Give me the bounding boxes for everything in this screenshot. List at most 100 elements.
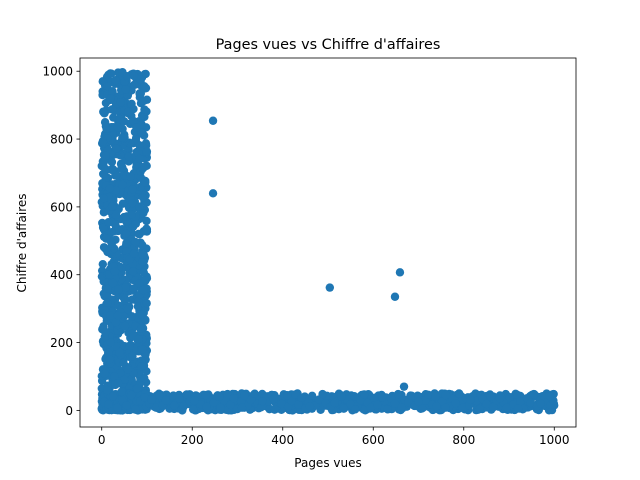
data-point bbox=[120, 294, 130, 304]
data-point bbox=[360, 390, 369, 399]
data-point bbox=[108, 87, 117, 96]
data-point bbox=[226, 400, 235, 410]
data-point bbox=[178, 402, 188, 411]
data-point bbox=[117, 387, 126, 396]
data-point bbox=[103, 348, 113, 358]
plot-frame bbox=[79, 57, 577, 428]
data-point bbox=[137, 310, 147, 319]
data-point bbox=[393, 389, 403, 399]
data-point bbox=[161, 396, 171, 405]
data-point bbox=[339, 404, 349, 413]
data-point bbox=[513, 404, 523, 413]
data-point bbox=[190, 396, 199, 405]
data-point bbox=[129, 80, 139, 90]
data-point bbox=[138, 257, 147, 266]
chart-title: Pages vues vs Chiffre d'affaires bbox=[216, 37, 441, 53]
data-point bbox=[129, 71, 139, 81]
data-point bbox=[373, 400, 382, 410]
data-point bbox=[223, 389, 232, 399]
data-point bbox=[123, 365, 133, 374]
data-point bbox=[169, 401, 179, 410]
data-point bbox=[337, 392, 346, 401]
data-point bbox=[107, 157, 117, 167]
x-tick-label: 1000 bbox=[539, 433, 570, 447]
data-point bbox=[378, 393, 387, 402]
data-point bbox=[129, 104, 138, 114]
data-point bbox=[142, 299, 151, 308]
data-point bbox=[105, 184, 115, 193]
data-point bbox=[118, 180, 127, 190]
y-tick-label: 400 bbox=[50, 268, 73, 282]
data-point bbox=[283, 391, 292, 400]
data-point bbox=[128, 351, 137, 361]
data-point bbox=[451, 399, 460, 408]
outlier-point bbox=[325, 283, 335, 292]
data-point bbox=[502, 403, 511, 412]
data-point bbox=[122, 229, 131, 238]
x-tick-label: 800 bbox=[452, 433, 475, 447]
data-point bbox=[140, 162, 149, 172]
outlier-point bbox=[390, 292, 400, 301]
data-point bbox=[138, 345, 147, 354]
data-point bbox=[424, 390, 433, 399]
data-point bbox=[437, 397, 447, 406]
y-tick-label: 1000 bbox=[42, 65, 73, 79]
data-point bbox=[140, 105, 149, 114]
data-point bbox=[140, 393, 149, 402]
data-point bbox=[432, 402, 441, 411]
data-point bbox=[98, 223, 108, 232]
x-tick-label: 400 bbox=[271, 433, 294, 447]
data-point bbox=[350, 405, 360, 414]
data-point bbox=[407, 391, 416, 400]
data-point bbox=[104, 400, 113, 409]
data-point bbox=[106, 94, 115, 103]
data-point bbox=[466, 395, 475, 405]
data-point bbox=[258, 397, 267, 406]
outlier-point bbox=[395, 268, 405, 277]
data-point bbox=[441, 403, 450, 412]
data-point bbox=[120, 321, 130, 331]
data-point bbox=[100, 369, 109, 379]
data-point bbox=[216, 403, 225, 413]
data-point bbox=[103, 298, 112, 308]
data-point bbox=[116, 98, 125, 107]
data-point bbox=[106, 311, 115, 320]
data-point bbox=[305, 402, 315, 411]
data-point bbox=[114, 285, 123, 294]
data-point bbox=[201, 390, 211, 400]
data-point bbox=[102, 124, 111, 133]
data-point bbox=[139, 208, 148, 218]
data-point bbox=[107, 241, 117, 250]
data-point bbox=[104, 218, 113, 227]
data-point bbox=[139, 96, 149, 106]
data-point bbox=[106, 338, 115, 347]
data-point bbox=[404, 398, 413, 407]
data-point bbox=[147, 395, 156, 404]
data-point bbox=[417, 404, 427, 413]
data-point bbox=[182, 390, 191, 399]
data-point bbox=[188, 405, 198, 414]
data-point bbox=[99, 194, 108, 203]
data-point bbox=[110, 267, 120, 276]
data-point bbox=[107, 69, 116, 78]
y-tick-label: 0 bbox=[65, 404, 73, 418]
data-point bbox=[137, 362, 146, 371]
data-point bbox=[155, 391, 164, 400]
data-point bbox=[369, 393, 379, 403]
data-point bbox=[297, 393, 306, 403]
data-point bbox=[294, 400, 303, 409]
data-point bbox=[127, 312, 137, 321]
data-point bbox=[455, 389, 464, 398]
y-tick-label: 600 bbox=[50, 200, 73, 214]
data-point bbox=[99, 107, 108, 116]
data-point bbox=[128, 184, 137, 194]
data-point bbox=[135, 279, 144, 288]
data-point bbox=[318, 389, 327, 399]
data-point bbox=[526, 398, 535, 408]
x-axis-label: Pages vues bbox=[294, 456, 361, 470]
data-point bbox=[529, 389, 539, 399]
data-point bbox=[111, 220, 120, 229]
data-point bbox=[151, 403, 161, 412]
data-point bbox=[536, 399, 545, 408]
data-point bbox=[104, 284, 113, 294]
